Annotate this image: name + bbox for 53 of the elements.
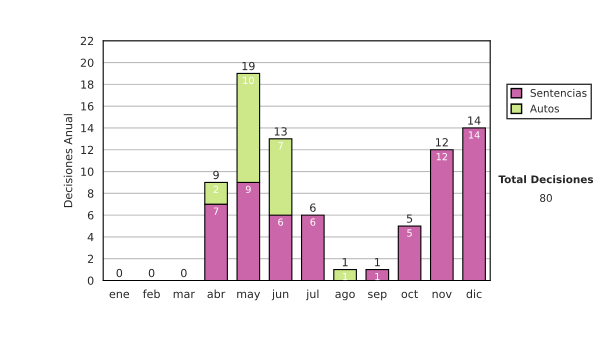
x-tick-label: ene	[110, 292, 130, 298]
y-tick-label: 16	[81, 102, 94, 111]
x-tick-label: nov	[432, 292, 452, 298]
x-tick-label: mar	[174, 292, 195, 298]
x-tick-label: sep	[368, 292, 387, 300]
y-tick-label: 14	[81, 124, 94, 132]
total-label: 14	[468, 116, 481, 125]
total-label: 5	[406, 214, 412, 223]
total-label: 6	[310, 203, 316, 212]
data-label: 2	[214, 186, 218, 193]
legend-label: Autos	[530, 104, 560, 113]
data-label: 6	[310, 218, 316, 226]
y-tick-label: 6	[88, 211, 94, 220]
total-label: 0	[148, 268, 154, 278]
data-label: 12	[436, 153, 448, 160]
x-tick-label: jul	[306, 290, 318, 300]
total-label: 9	[213, 170, 219, 180]
data-label: 1	[375, 272, 380, 280]
x-tick-label: abr	[208, 290, 226, 298]
text: Total Decisiones	[498, 175, 594, 184]
x-tick-label: jun	[272, 290, 288, 300]
y-tick-label: 22	[80, 36, 94, 46]
y-tick-label: 12	[81, 146, 94, 154]
text: 80	[540, 194, 552, 202]
y-tick-label: 20	[80, 58, 94, 67]
data-label: 5	[407, 229, 412, 237]
y-tick-label: 0	[88, 276, 94, 285]
total-label: 1	[342, 258, 348, 266]
data-label: 9	[246, 186, 251, 194]
data-label: 7	[278, 142, 283, 150]
total-label: 1	[375, 258, 380, 266]
total-label: 12	[436, 138, 448, 146]
total-label: 0	[181, 268, 187, 278]
y-tick-label: 2	[88, 254, 94, 263]
y-tick-label: 4	[88, 233, 94, 242]
total-label: 13	[274, 127, 287, 136]
total-label: 0	[116, 268, 122, 278]
y-tick-label: 10	[81, 168, 94, 176]
x-tick-label: feb	[142, 290, 160, 298]
y-axis-title: Decisiones Anual	[64, 114, 72, 208]
legend-label: Sentencias	[530, 88, 587, 97]
total-label: 19	[242, 62, 255, 70]
data-label: 10	[243, 76, 254, 84]
x-tick-label: oct	[402, 290, 418, 298]
data-label: 7	[214, 208, 218, 215]
data-label: 1	[343, 272, 348, 280]
x-tick-label: ago	[335, 292, 355, 300]
y-tick-label: 8	[88, 189, 94, 198]
data-label: 6	[278, 218, 284, 226]
x-tick-label: dic	[466, 290, 482, 298]
data-label: 14	[468, 131, 480, 138]
x-tick-label: may	[237, 292, 260, 300]
y-tick-label: 18	[81, 80, 94, 89]
